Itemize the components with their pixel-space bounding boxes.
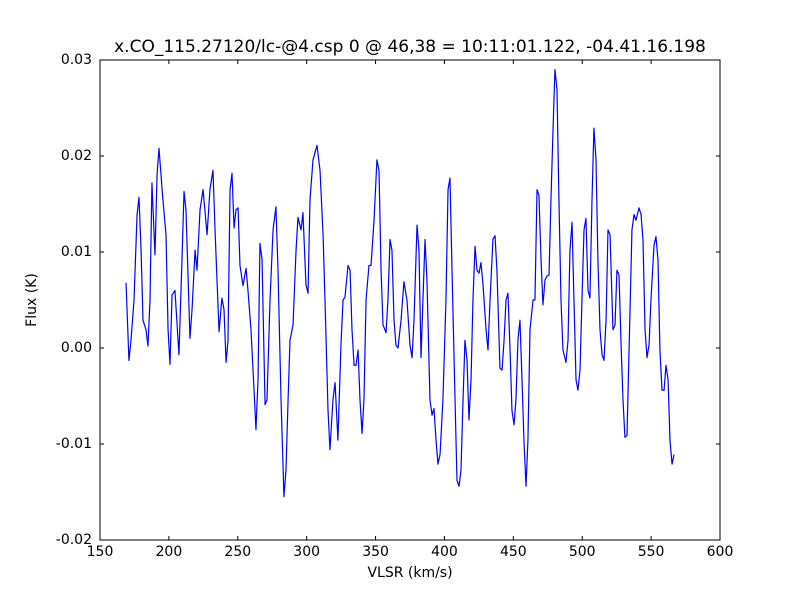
x-tick-label: 200 xyxy=(156,544,183,560)
y-tick-label: 0.02 xyxy=(61,148,92,164)
x-tick-label: 550 xyxy=(638,544,665,560)
x-axis-label: VLSR (km/s) xyxy=(367,565,452,581)
x-tick-label: 300 xyxy=(293,544,320,560)
x-tick-label: 600 xyxy=(707,544,734,560)
y-tick-label: 0.01 xyxy=(61,244,92,260)
x-tick-label: 450 xyxy=(500,544,527,560)
y-axis-label: Flux (K) xyxy=(24,273,40,327)
x-tick-label: 500 xyxy=(569,544,596,560)
y-tick-label: -0.02 xyxy=(56,532,92,548)
data-line xyxy=(125,69,675,498)
plot-area xyxy=(125,69,675,498)
x-tick-label: 350 xyxy=(362,544,389,560)
axes-frame xyxy=(99,59,721,541)
x-tick-label: 150 xyxy=(87,544,114,560)
y-tick-label: 0.03 xyxy=(61,52,92,68)
chart-title: x.CO_115.27120/lc-@4.csp 0 @ 46,38 = 10:… xyxy=(114,37,706,57)
y-tick-label: 0.00 xyxy=(61,340,92,356)
x-tick-label: 400 xyxy=(431,544,458,560)
y-tick-label: -0.01 xyxy=(56,436,92,452)
x-tick-label: 250 xyxy=(224,544,251,560)
